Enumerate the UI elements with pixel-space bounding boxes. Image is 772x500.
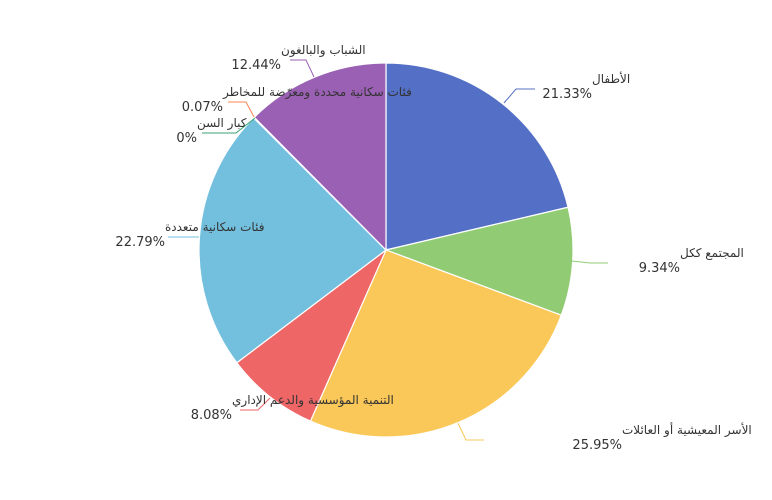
leader-line xyxy=(228,101,255,118)
leader-line xyxy=(202,117,256,134)
slice-label-name: الأطفال xyxy=(592,71,630,86)
leader-line xyxy=(240,397,271,411)
slice-label-value: 0% xyxy=(176,131,197,146)
leader-line xyxy=(290,59,315,78)
slice-label-value: 12.44% xyxy=(231,58,281,73)
slice-label-name: الشباب والبالغون xyxy=(281,43,366,58)
leader-line xyxy=(457,422,484,441)
pie-slice[interactable] xyxy=(385,62,569,251)
slice-label-name: التنمية المؤسسية والدعم الإداري xyxy=(232,393,394,408)
slice-label-value: 25.95% xyxy=(572,438,622,453)
pie-slice[interactable] xyxy=(253,62,387,252)
slice-label-value: 0.07% xyxy=(182,100,223,115)
slice-label-value: 8.08% xyxy=(191,408,232,423)
pie-slice[interactable] xyxy=(198,117,387,364)
slice-label-value: 9.34% xyxy=(639,261,680,276)
slice-label-name: فئات سكانية متعددة xyxy=(165,220,264,234)
label-leader-lines xyxy=(168,59,608,441)
leader-line xyxy=(503,88,535,104)
leader-line xyxy=(571,260,608,264)
slice-label-name: الأسر المعيشية أو العائلات xyxy=(622,422,752,438)
slice-label-name: كبار السن xyxy=(197,116,247,131)
pie-slice[interactable] xyxy=(383,206,574,316)
slice-label-value: 21.33% xyxy=(542,87,592,102)
pie-slice[interactable] xyxy=(235,248,388,422)
pie-slice[interactable] xyxy=(309,249,563,438)
slice-label-value: 22.79% xyxy=(115,235,165,250)
pie-slices xyxy=(198,62,574,438)
slice-label-name: فئات سكانية محددة ومعرّضة للمخاطر xyxy=(222,85,412,100)
slice-label-name: المجتمع ككل xyxy=(680,246,744,260)
